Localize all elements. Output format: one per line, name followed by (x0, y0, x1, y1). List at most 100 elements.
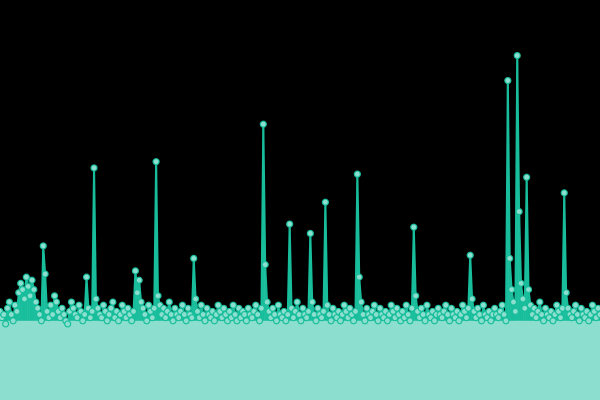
data-point-marker (133, 289, 141, 297)
data-point-marker (588, 301, 597, 309)
data-point-marker (141, 310, 149, 319)
data-point-marker (69, 304, 77, 312)
data-point-marker (32, 298, 40, 306)
data-point-marker (314, 304, 322, 312)
data-point-marker (58, 304, 66, 312)
data-point-marker (498, 301, 506, 309)
data-point-marker (575, 317, 583, 325)
data-point-marker (13, 307, 21, 316)
data-point-marker (568, 314, 576, 322)
data-point-marker (188, 314, 196, 322)
data-point-marker (201, 317, 209, 325)
data-point-marker (154, 292, 162, 300)
data-point-marker (75, 301, 83, 309)
data-point-marker (519, 295, 527, 303)
data-point-marker (421, 317, 429, 325)
data-point-marker (353, 170, 361, 178)
data-point-marker (139, 304, 147, 312)
data-point-marker (109, 298, 117, 306)
data-point-marker (272, 317, 281, 325)
data-point-marker (462, 314, 471, 322)
data-point-marker (417, 304, 425, 312)
data-point-marker (306, 229, 314, 238)
data-point-marker (312, 317, 320, 325)
data-point-marker (585, 317, 593, 325)
data-point-marker (203, 304, 211, 312)
data-point-marker (52, 298, 61, 306)
data-point-marker (459, 301, 467, 309)
data-point-marker (137, 298, 145, 306)
data-point-marker (35, 310, 44, 319)
data-point-marker (43, 307, 51, 316)
data-point-marker (556, 314, 565, 322)
data-point-marker (88, 307, 96, 316)
data-point-marker (387, 301, 395, 309)
data-point-marker (398, 307, 407, 316)
data-point-marker (178, 301, 187, 309)
data-point-marker (297, 317, 305, 325)
data-point-marker (193, 307, 202, 316)
data-point-marker (539, 317, 548, 325)
data-point-marker (28, 276, 36, 284)
data-point-marker (73, 314, 81, 322)
data-point-marker (329, 304, 337, 312)
data-point-marker (304, 307, 313, 316)
data-point-marker (464, 304, 472, 312)
data-point-marker (47, 301, 55, 309)
data-point-marker (284, 310, 292, 319)
data-point-marker (182, 317, 190, 325)
data-point-marker (114, 317, 123, 325)
data-point-marker (37, 317, 45, 325)
data-point-marker (319, 307, 328, 316)
data-point-marker (9, 317, 17, 325)
data-point-marker (370, 301, 378, 309)
data-point-marker (351, 307, 360, 316)
data-point-marker (165, 298, 173, 306)
data-point-marker (363, 304, 371, 312)
data-point-marker (445, 317, 454, 325)
data-point-marker (430, 317, 439, 325)
data-point-marker (97, 314, 106, 322)
data-point-marker (22, 273, 30, 281)
data-point-marker (350, 317, 358, 325)
data-point-marker (244, 304, 252, 312)
data-point-marker (477, 317, 486, 325)
data-point-marker (26, 292, 34, 300)
data-point-marker (376, 304, 384, 312)
data-point-marker (50, 292, 59, 300)
data-point-marker (355, 273, 363, 281)
data-point-marker (24, 282, 32, 291)
data-point-marker (220, 304, 228, 312)
data-point-marker (293, 298, 301, 306)
data-point-marker (64, 320, 72, 328)
data-point-marker (229, 301, 237, 309)
data-point-marker (442, 301, 450, 309)
data-point-marker (541, 304, 550, 312)
data-point-marker (190, 254, 198, 262)
data-point-marker (86, 314, 94, 322)
data-point-marker (252, 301, 260, 309)
data-point-marker (103, 317, 111, 325)
data-point-marker (340, 301, 348, 309)
data-point-marker (423, 301, 431, 309)
data-point-marker (171, 304, 179, 312)
data-point-marker (517, 279, 525, 287)
data-point-marker (129, 307, 138, 316)
data-point-marker (308, 298, 316, 306)
data-point-marker (192, 295, 200, 303)
data-point-marker (5, 298, 13, 306)
data-point-marker (447, 304, 456, 312)
data-point-marker (148, 314, 156, 322)
data-point-marker (383, 317, 392, 325)
data-point-marker (3, 304, 12, 312)
data-point-marker (7, 310, 15, 319)
data-point-marker (214, 301, 222, 309)
data-point-marker (434, 304, 442, 312)
data-point-marker (408, 304, 416, 312)
data-point-marker (500, 310, 508, 319)
data-point-marker (474, 304, 482, 312)
data-point-marker (124, 304, 132, 312)
data-point-marker (255, 317, 264, 325)
data-point-marker (549, 317, 557, 325)
